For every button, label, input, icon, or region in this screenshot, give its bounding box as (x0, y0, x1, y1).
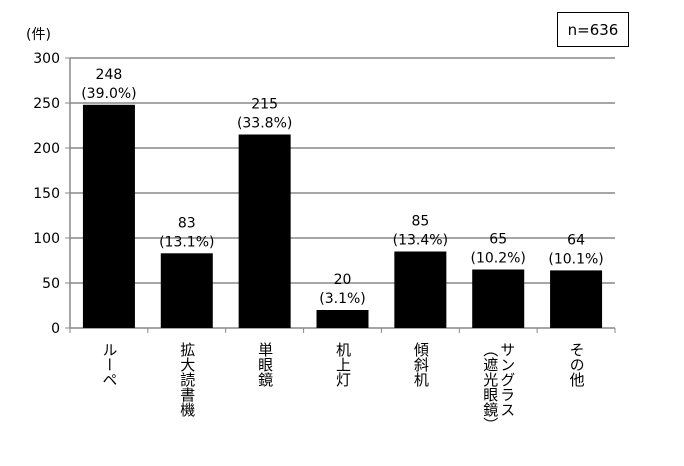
sample-size-box: n=636 (557, 12, 629, 47)
data-label: (39.0%) (81, 86, 136, 102)
y-tick-label: 100 (33, 231, 60, 247)
bar (82, 104, 135, 328)
data-label: (10.2%) (471, 251, 526, 267)
data-label: 65 (489, 232, 507, 248)
data-label: 83 (178, 215, 196, 231)
data-label: 20 (334, 272, 352, 288)
data-label: (13.4%) (393, 233, 448, 249)
x-tick-label: 拡大読書機 (178, 342, 197, 417)
y-axis-unit: (件) (26, 27, 51, 43)
data-label: (10.1%) (548, 251, 603, 267)
data-label: 64 (567, 232, 585, 248)
y-tick-label: 50 (42, 276, 60, 292)
y-tick-label: 250 (33, 96, 60, 112)
x-tick-label: 単眼鏡 (256, 342, 275, 387)
bar (472, 269, 525, 328)
y-tick-label: 0 (51, 321, 60, 337)
y-tick-label: 200 (33, 141, 60, 157)
data-label: 85 (411, 214, 429, 230)
bar (238, 134, 291, 328)
x-tick-label: サングラス （遮光眼鏡） (481, 342, 517, 432)
bar (550, 270, 603, 328)
bar (160, 253, 213, 328)
data-label: (3.1%) (319, 291, 366, 307)
x-tick-label: ルーペ (100, 342, 119, 387)
bar (316, 310, 369, 328)
data-label: 215 (251, 97, 278, 113)
x-tick-label: 傾斜机 (411, 342, 430, 387)
data-label: (33.8%) (237, 116, 292, 132)
y-tick-label: 300 (33, 51, 60, 67)
data-label: 248 (96, 67, 123, 83)
x-tick-label: その他 (567, 342, 586, 387)
y-tick-label: 150 (33, 186, 60, 202)
data-label: (13.1%) (159, 234, 214, 250)
x-tick-label: 机上灯 (334, 342, 352, 387)
bar (394, 251, 447, 328)
